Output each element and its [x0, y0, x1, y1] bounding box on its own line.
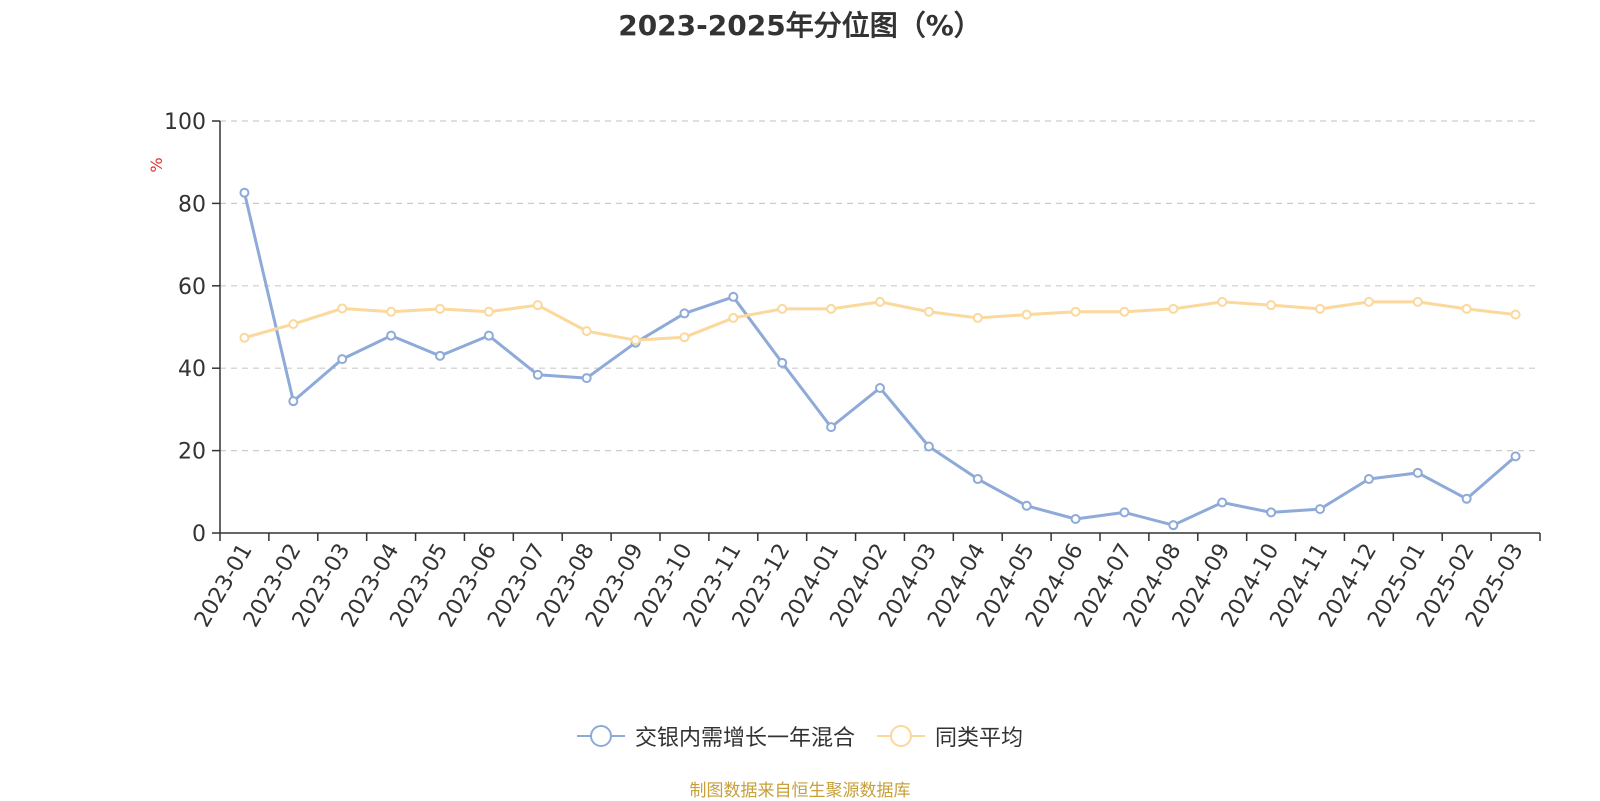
- data-point: [288, 319, 299, 330]
- legend-item-series-1[interactable]: 交银内需增长一年混合: [576, 720, 855, 752]
- data-point: [1315, 504, 1325, 515]
- data-point: [532, 369, 543, 380]
- legend-label-series-1: 交银内需增长一年混合: [634, 726, 855, 751]
- data-point: [777, 357, 788, 368]
- axes: [219, 121, 1540, 534]
- data-point: [1119, 306, 1130, 317]
- data-point: [1217, 497, 1228, 508]
- series-line-2: [244, 300, 1516, 342]
- y-tick-label: 0: [192, 522, 206, 547]
- y-axis-ticks: 0 20 40 60 80 100: [164, 110, 220, 547]
- data-point: [386, 330, 397, 341]
- data-point: [435, 303, 445, 314]
- data-point: [1021, 500, 1032, 511]
- data-point: [581, 373, 592, 384]
- legend-item-series-2[interactable]: 同类平均: [877, 720, 1023, 752]
- data-point: [1363, 296, 1374, 307]
- data-point: [1510, 309, 1521, 320]
- data-point: [972, 474, 983, 485]
- data-point: [1412, 467, 1423, 478]
- y-tick-label: 80: [178, 192, 206, 217]
- data-point: [630, 335, 641, 346]
- legend-label-series-2: 同类平均: [935, 726, 1024, 751]
- data-point: [1363, 474, 1374, 485]
- data-point: [239, 187, 250, 198]
- data-point: [923, 306, 934, 317]
- data-point: [1119, 507, 1130, 518]
- data-point: [532, 300, 543, 311]
- data-point: [288, 396, 299, 407]
- chart-title: 2023-2025年分位图（%）: [618, 9, 982, 42]
- data-point: [923, 441, 934, 452]
- y-tick-label: 60: [178, 275, 206, 300]
- data-point: [1070, 306, 1081, 317]
- legend-swatch-series-2: [877, 724, 925, 748]
- data-point: [1315, 303, 1325, 314]
- data-point: [1070, 513, 1081, 524]
- data-point: [483, 330, 494, 341]
- data-point: [826, 303, 837, 314]
- y-axis-label: %: [147, 157, 166, 172]
- y-tick-label: 40: [178, 357, 206, 382]
- data-point: [1510, 451, 1521, 462]
- data-point: [239, 332, 250, 343]
- data-point: [386, 306, 397, 317]
- data-point: [337, 354, 348, 365]
- data-point: [875, 382, 885, 393]
- data-point: [1412, 296, 1423, 307]
- data-point: [1217, 296, 1228, 307]
- data-point: [1461, 303, 1472, 314]
- data-point: [1266, 300, 1277, 311]
- legend[interactable]: 交银内需增长一年混合 同类平均: [0, 720, 1600, 752]
- data-point: [337, 303, 348, 314]
- data-point: [435, 350, 445, 361]
- data-point: [679, 308, 690, 319]
- series-group: [239, 187, 1521, 531]
- data-point: [972, 312, 983, 323]
- data-point: [1266, 507, 1277, 518]
- x-axis-ticks: 2023-012023-022023-032023-042023-052023-…: [190, 533, 1541, 632]
- data-point: [679, 332, 690, 343]
- data-point: [1021, 309, 1032, 320]
- series-line-1: [242, 192, 1517, 527]
- data-point: [826, 422, 837, 433]
- data-point: [1168, 520, 1179, 531]
- source-note: 制图数据来自恒生聚源数据库: [689, 781, 911, 801]
- data-point: [483, 306, 494, 317]
- grid-lines: [220, 120, 1540, 452]
- data-point: [875, 296, 885, 307]
- data-point: [1461, 493, 1472, 504]
- data-point: [728, 312, 739, 323]
- data-point: [581, 326, 592, 337]
- y-tick-label: 100: [164, 110, 206, 135]
- data-point: [728, 291, 739, 302]
- data-point: [1168, 303, 1179, 314]
- legend-swatch-series-1: [576, 724, 625, 748]
- y-tick-label: 20: [178, 440, 206, 465]
- data-point: [777, 303, 788, 314]
